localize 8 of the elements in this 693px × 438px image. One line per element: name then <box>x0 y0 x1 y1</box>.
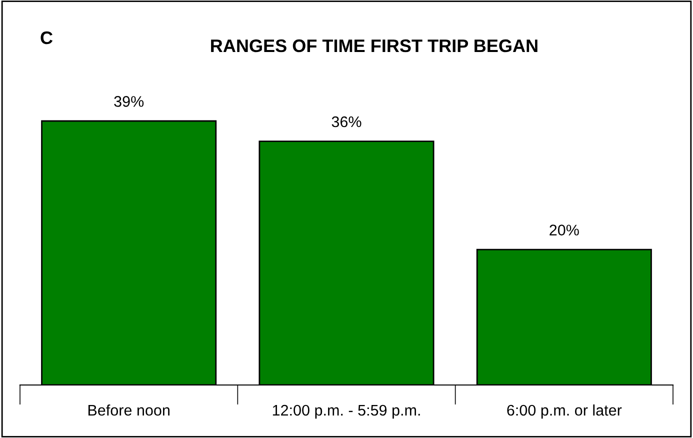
x-tick-label: 6:00 p.m. or later <box>507 404 622 419</box>
x-tick-label: Before noon <box>88 404 170 416</box>
data-label: 39% <box>114 96 144 107</box>
data-label: 36% <box>332 116 362 128</box>
x-tick-label: 12:00 p.m. - 5:59 p.m. <box>272 404 420 419</box>
chart-title: RANGES OF TIME FIRST TRIP BEGAN <box>211 39 538 52</box>
data-label: 20% <box>550 224 579 236</box>
text: C <box>40 31 53 44</box>
